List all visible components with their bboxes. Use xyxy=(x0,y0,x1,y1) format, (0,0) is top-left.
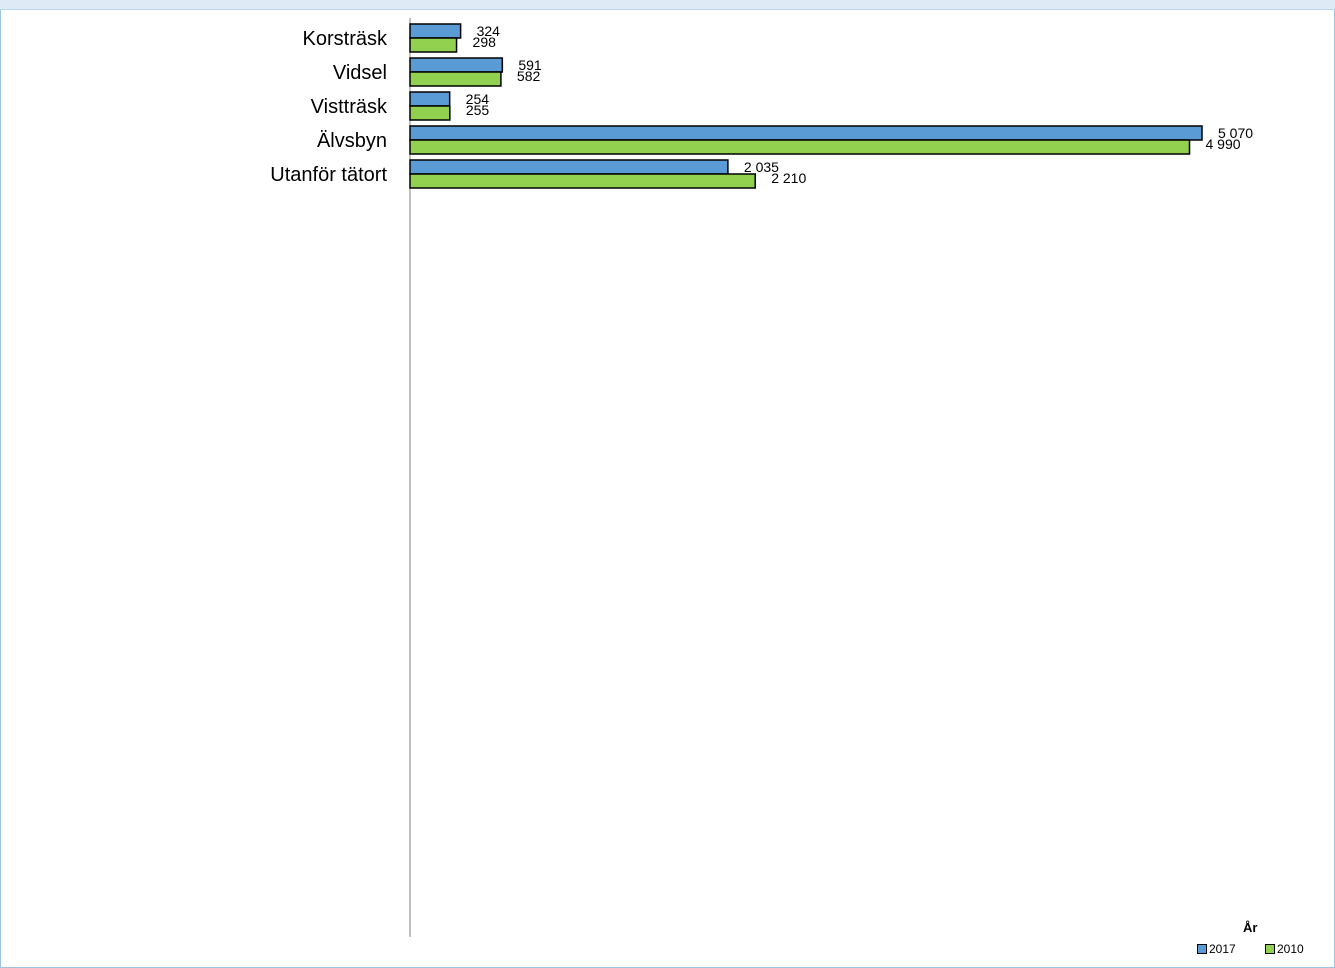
legend-label-2010: 2010 xyxy=(1277,942,1304,956)
data-label-2010: 298 xyxy=(473,34,497,50)
data-label-2010: 582 xyxy=(517,68,541,84)
bar-2017 xyxy=(409,23,462,39)
legend-swatch-2010 xyxy=(1265,944,1275,954)
bar-2010 xyxy=(409,173,756,189)
data-label-2017: 5 070 xyxy=(1218,125,1253,141)
data-label-2010: 4 990 xyxy=(1206,136,1241,152)
data-label-2010: 2 210 xyxy=(771,170,806,186)
category-label: Vistträsk xyxy=(311,96,388,118)
legend: År 2017 2010 xyxy=(1177,920,1317,960)
bar-2017 xyxy=(409,91,451,107)
bar-2010 xyxy=(409,139,1191,155)
data-label-2017: 324 xyxy=(477,23,501,39)
bar-2017 xyxy=(409,57,504,73)
bar-2010 xyxy=(409,105,451,121)
legend-swatch-2017 xyxy=(1197,944,1207,954)
data-label-2017: 254 xyxy=(466,91,490,107)
data-label-2017: 2 035 xyxy=(744,159,779,175)
data-label-2010: 255 xyxy=(466,102,490,118)
bar-2010 xyxy=(409,71,502,87)
legend-item-2010: 2010 xyxy=(1265,942,1304,956)
top-border-strip xyxy=(0,0,1335,10)
category-label: Älvsbyn xyxy=(317,130,387,152)
bar-2017 xyxy=(409,125,1203,141)
data-label-2017: 591 xyxy=(518,57,542,73)
category-label: Korsträsk xyxy=(303,28,388,50)
category-label: Utanför tätort xyxy=(270,164,387,186)
bar-2017 xyxy=(409,159,729,175)
category-label: Vidsel xyxy=(333,62,387,84)
legend-label-2017: 2017 xyxy=(1209,942,1236,956)
legend-item-2017: 2017 xyxy=(1197,942,1236,956)
legend-title: År xyxy=(1243,920,1258,935)
bar-2010 xyxy=(409,37,458,53)
